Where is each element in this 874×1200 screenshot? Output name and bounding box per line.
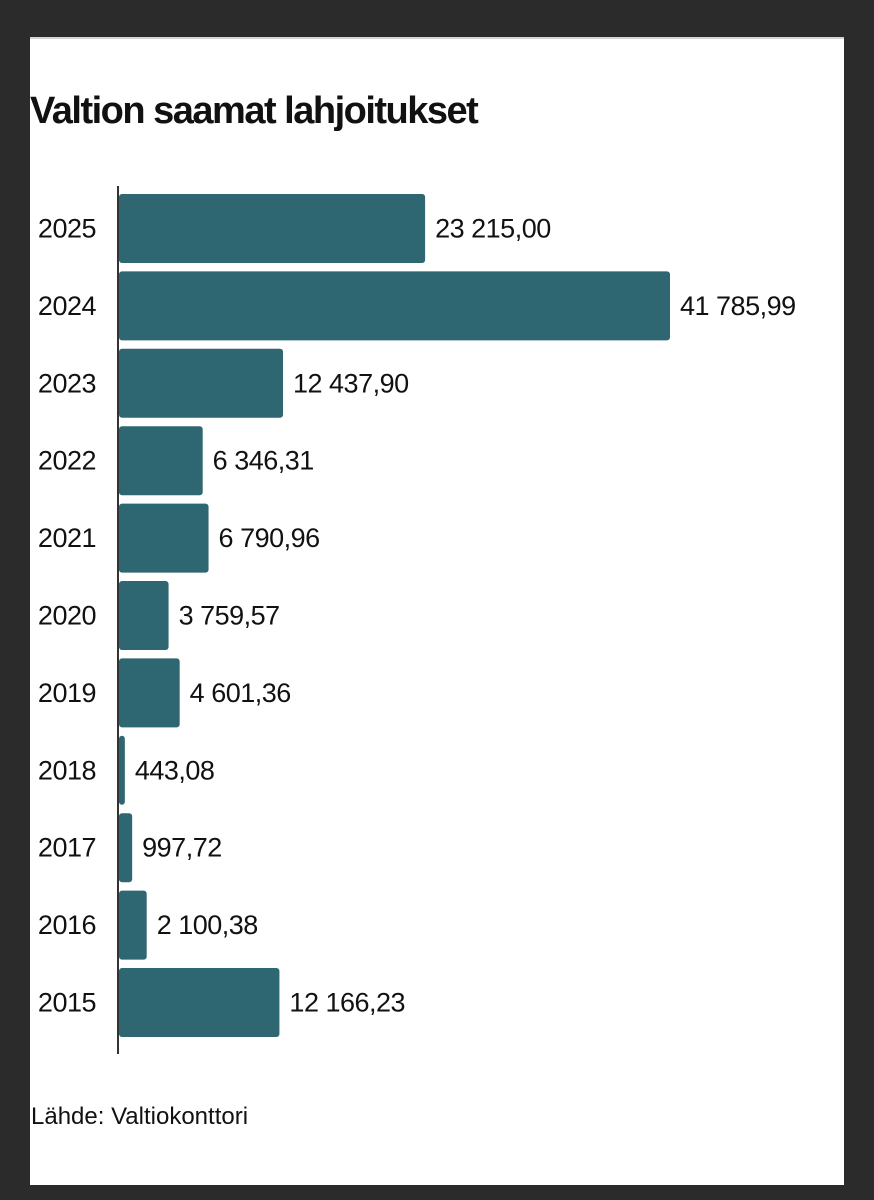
tick-label-2019: 2019 xyxy=(38,678,96,708)
data-label-2021: 6 790,96 xyxy=(219,523,320,553)
bar-2022 xyxy=(119,426,203,496)
tick-label-2016: 2016 xyxy=(38,910,96,940)
data-label-2023: 12 437,90 xyxy=(293,368,409,398)
tick-label-2015: 2015 xyxy=(38,988,96,1018)
bar-2016 xyxy=(119,890,147,960)
data-label-2022: 6 346,31 xyxy=(213,446,314,476)
data-label-2016: 2 100,38 xyxy=(157,910,258,940)
data-label-2024: 41 785,99 xyxy=(680,291,796,321)
bar-2025 xyxy=(119,194,426,263)
bar-2023 xyxy=(119,348,284,418)
tick-label-2017: 2017 xyxy=(38,833,96,863)
bar-2020 xyxy=(119,581,169,650)
bar-2017 xyxy=(119,813,133,883)
tick-label-2025: 2025 xyxy=(38,214,96,244)
source-note: Lähde: Valtiokonttori xyxy=(31,1103,249,1130)
tick-label-2024: 2024 xyxy=(38,291,97,321)
chart-title: Valtion saamat lahjoitukset xyxy=(30,90,479,132)
bar-2021 xyxy=(119,503,209,573)
bar-2018 xyxy=(119,735,125,805)
tick-label-2020: 2020 xyxy=(38,601,96,631)
tick-label-2018: 2018 xyxy=(38,755,96,785)
tick-label-2021: 2021 xyxy=(38,523,96,553)
data-label-2020: 3 759,57 xyxy=(179,601,280,631)
bar-2015 xyxy=(119,968,280,1037)
data-label-2015: 12 166,23 xyxy=(289,988,405,1018)
data-label-2019: 4 601,36 xyxy=(190,678,291,708)
tick-label-2023: 2023 xyxy=(38,368,96,398)
data-label-2018: 443,08 xyxy=(135,755,215,785)
bar-2019 xyxy=(119,658,180,728)
data-label-2017: 997,72 xyxy=(142,833,222,863)
tick-label-2022: 2022 xyxy=(38,446,96,476)
data-label-2025: 23 215,00 xyxy=(435,214,551,244)
bar-2024 xyxy=(119,271,670,341)
